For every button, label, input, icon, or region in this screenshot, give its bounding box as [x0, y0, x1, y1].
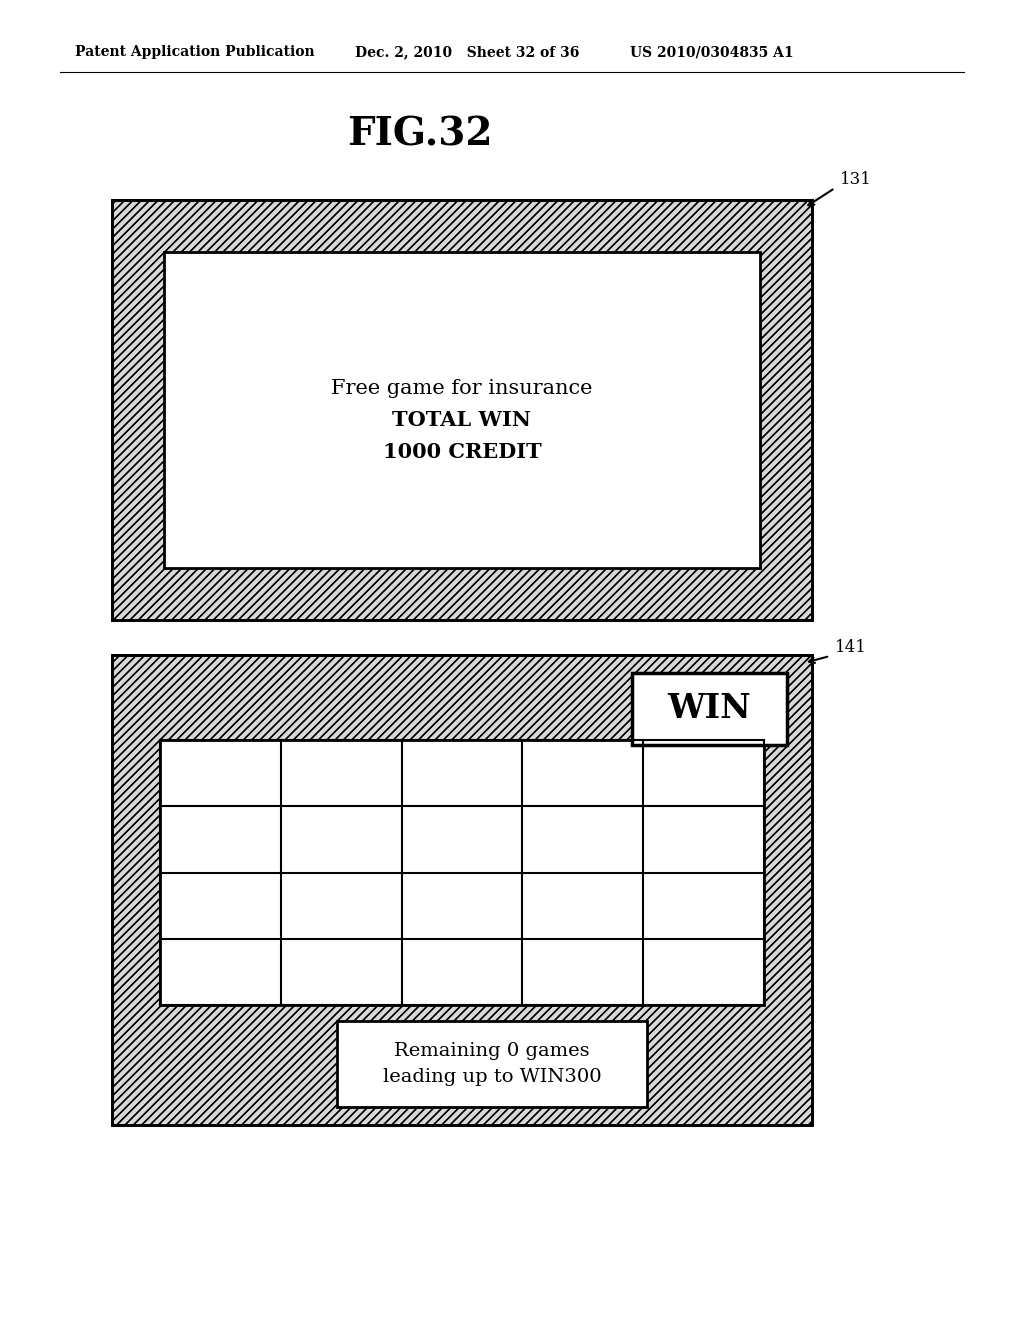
Text: US 2010/0304835 A1: US 2010/0304835 A1: [630, 45, 794, 59]
Text: FIG.32: FIG.32: [347, 116, 493, 154]
Bar: [337, 1020, 647, 1107]
Text: Free game for insurance: Free game for insurance: [331, 379, 593, 397]
Text: Dec. 2, 2010   Sheet 32 of 36: Dec. 2, 2010 Sheet 32 of 36: [355, 45, 580, 59]
Text: leading up to WIN300: leading up to WIN300: [383, 1068, 601, 1086]
Bar: [160, 741, 764, 1005]
Bar: [632, 673, 787, 744]
Text: 1000 CREDIT: 1000 CREDIT: [383, 442, 542, 462]
Text: TOTAL WIN: TOTAL WIN: [392, 411, 531, 430]
Bar: [164, 252, 760, 568]
Bar: [112, 655, 812, 1125]
Text: WIN: WIN: [668, 693, 752, 726]
Bar: [112, 201, 812, 620]
Bar: [112, 201, 812, 620]
Text: Remaining 0 games: Remaining 0 games: [394, 1041, 590, 1060]
Text: Patent Application Publication: Patent Application Publication: [75, 45, 314, 59]
Bar: [112, 655, 812, 1125]
Text: 131: 131: [840, 172, 871, 189]
Text: 141: 141: [835, 639, 867, 656]
